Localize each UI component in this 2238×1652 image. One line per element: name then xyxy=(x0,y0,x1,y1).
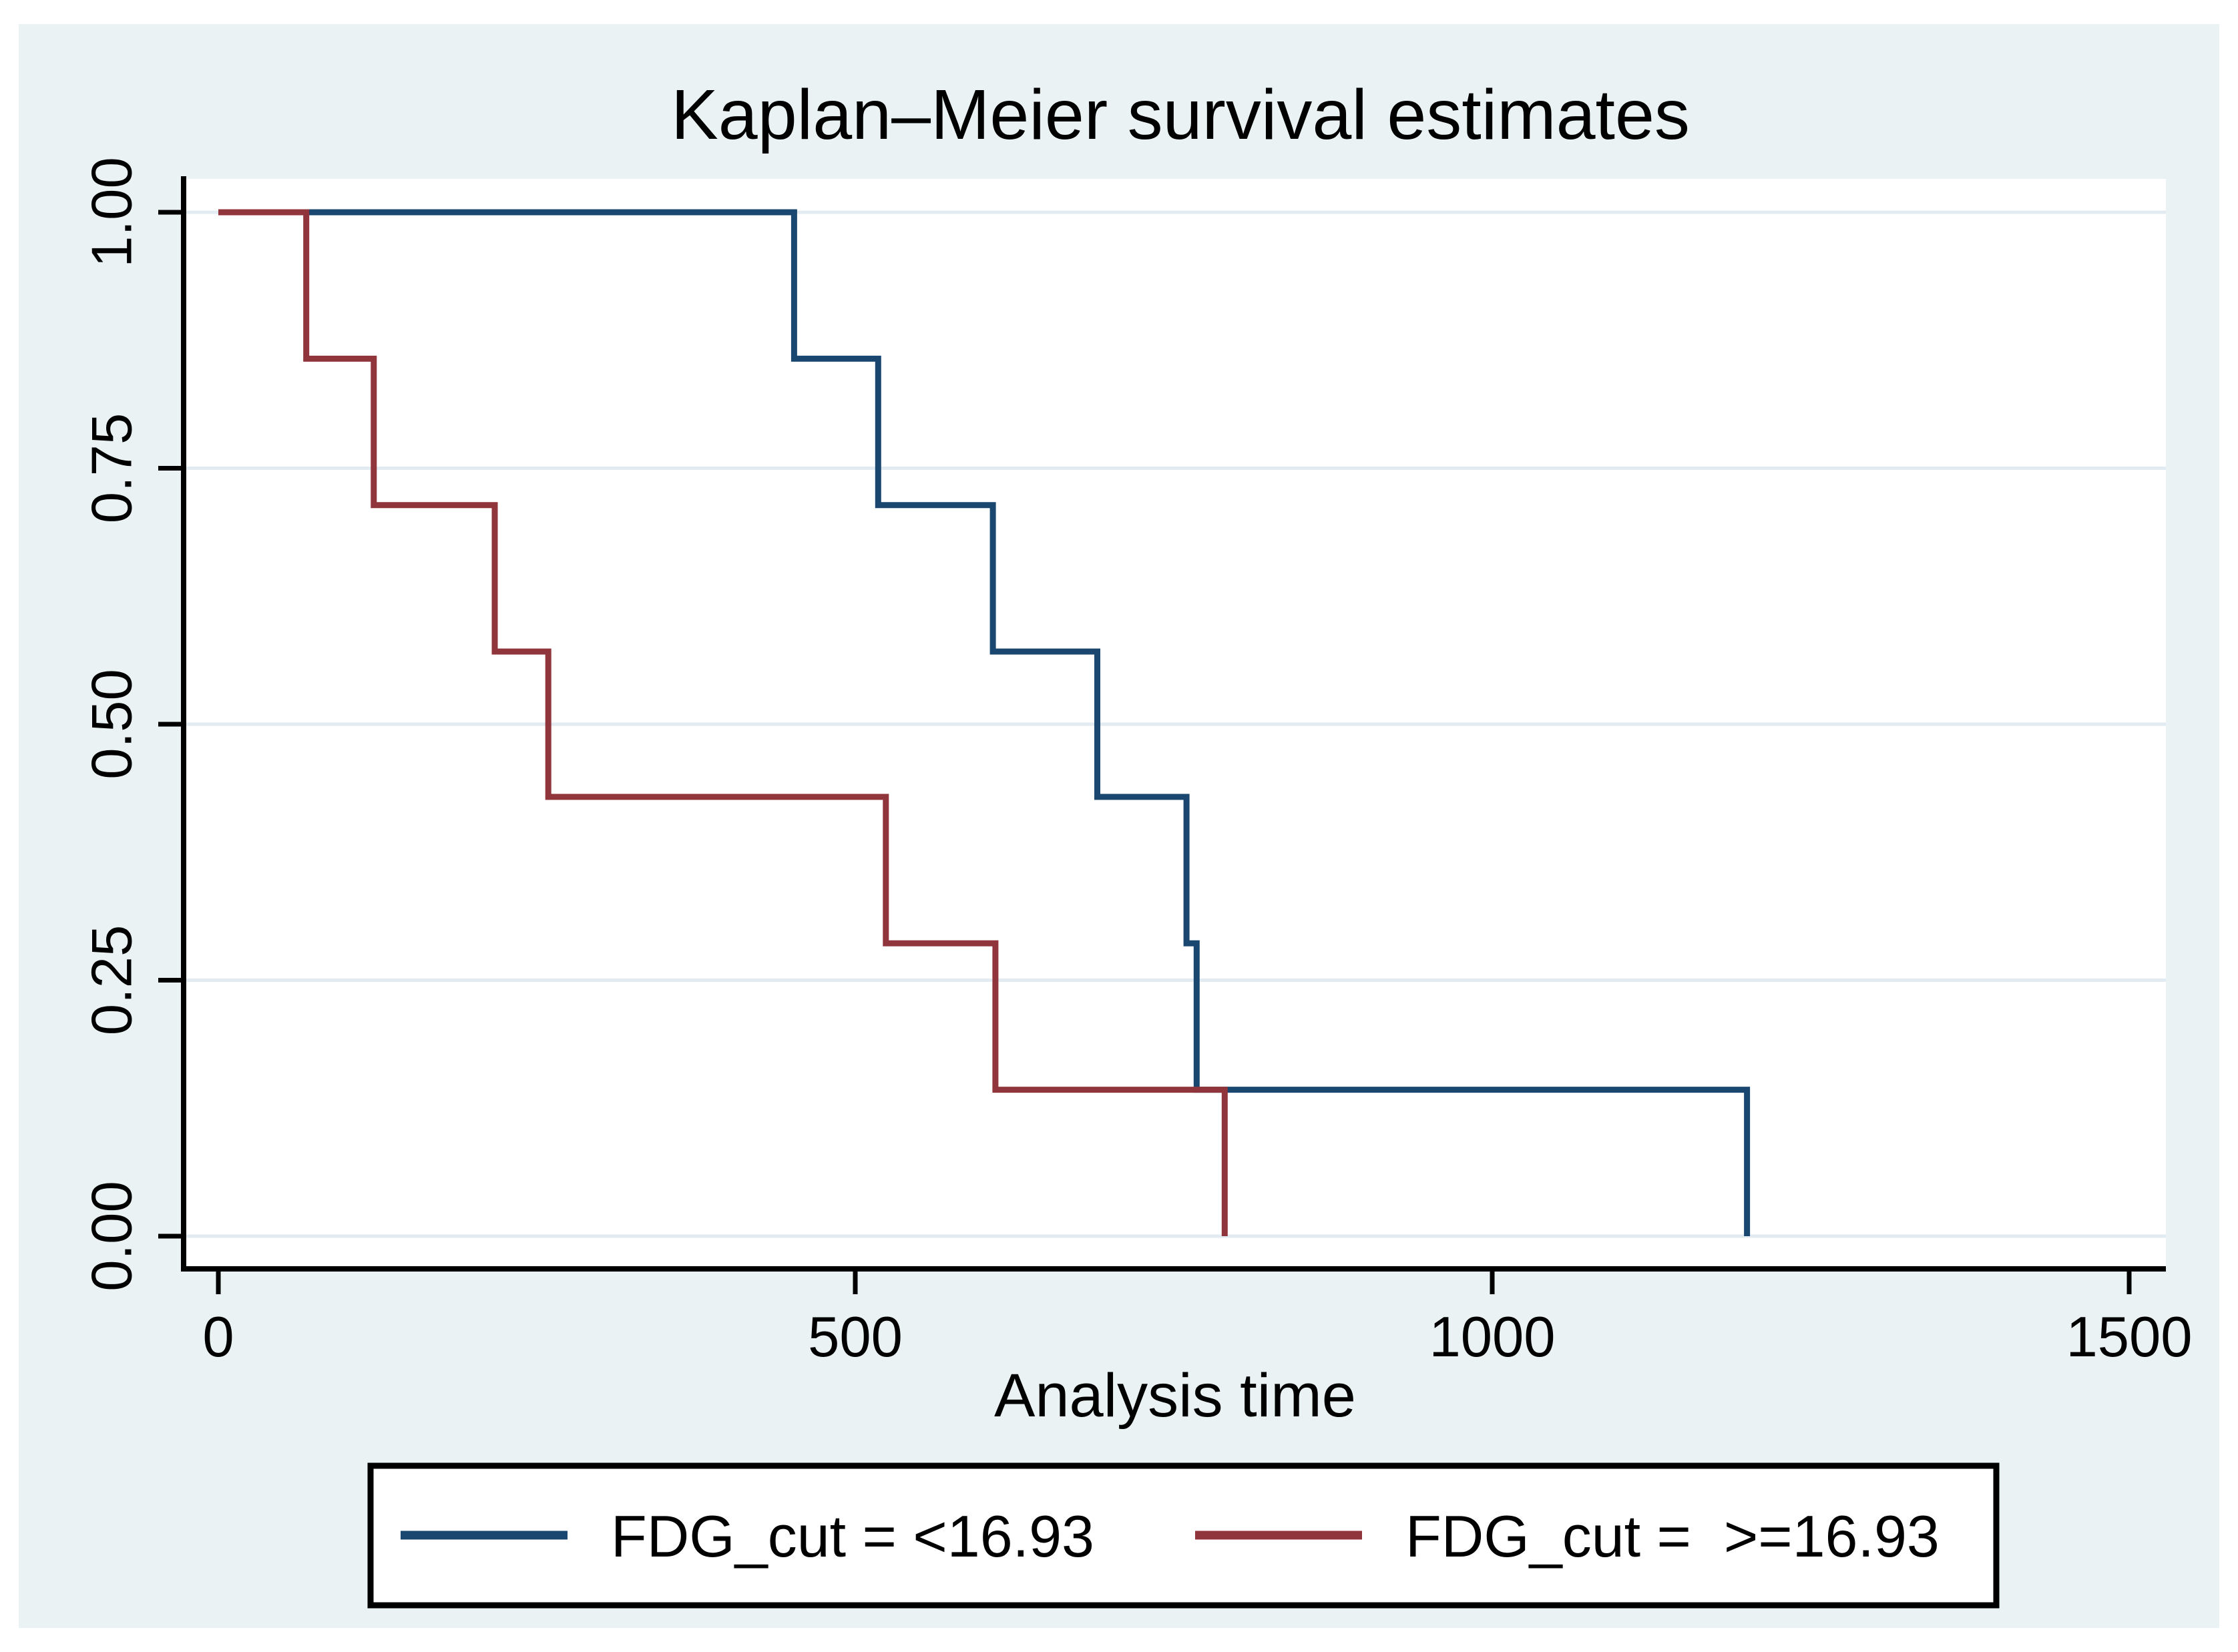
legend-label-fdg-lt-16.93: FDG_cut = <16.93 xyxy=(611,1503,1094,1569)
x-tick-label-1000: 1000 xyxy=(1429,1306,1555,1369)
chart-title: Kaplan–Meier survival estimates xyxy=(671,75,1690,154)
x-tick-label-0: 0 xyxy=(202,1306,234,1369)
y-ticks-group: 0.00 0.25 0.50 0.75 1.00 xyxy=(81,157,181,1292)
y-tick-label-1.00: 1.00 xyxy=(81,157,144,267)
y-tick-label-0.00: 0.00 xyxy=(81,1181,144,1291)
survival-curve-fdg-lt-16.93 xyxy=(218,209,1751,1236)
legend-label-fdg-ge-16.93: FDG_cut = >=16.93 xyxy=(1405,1503,1940,1569)
x-tick-label-1500: 1500 xyxy=(2066,1306,2192,1369)
x-axis-title: Analysis time xyxy=(994,1362,1356,1430)
x-tick-label-500: 500 xyxy=(808,1306,903,1369)
y-tick-label-0.50: 0.50 xyxy=(81,669,144,779)
x-ticks-group: 0 500 1000 1500 xyxy=(202,1272,2193,1369)
survival-curve-fdg-ge-16.93 xyxy=(218,209,1228,1236)
y-tick-label-0.75: 0.75 xyxy=(81,413,144,523)
y-tick-label-0.25: 0.25 xyxy=(81,925,144,1035)
legend-box xyxy=(367,1462,2000,1609)
legend: FDG_cut = <16.93 FDG_cut = >=16.93 xyxy=(367,1462,2000,1609)
